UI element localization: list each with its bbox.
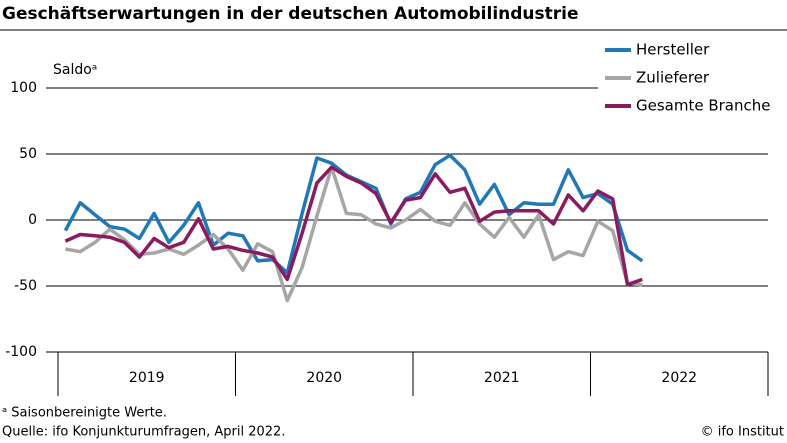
- y-tick-label: -100: [5, 344, 37, 360]
- credit: © ifo Institut: [701, 425, 784, 440]
- legend-label: Gesamte Branche: [636, 97, 771, 115]
- x-tick-label: 2020: [306, 370, 342, 386]
- source: Quelle: ifo Konjunkturumfragen, April 20…: [2, 425, 285, 440]
- legend-label: Zulieferer: [636, 69, 710, 87]
- x-tick-label: 2019: [129, 370, 165, 386]
- series-line: [65, 165, 643, 303]
- x-tick-label: 2022: [661, 370, 697, 386]
- y-axis-label: Saldoᵃ: [53, 62, 97, 78]
- y-tick-label: -50: [14, 278, 37, 294]
- series-line: [64, 165, 643, 287]
- y-tick-label: 0: [28, 212, 37, 228]
- footnote: ᵃ Saisonbereinigte Werte.: [2, 406, 167, 421]
- y-tick-label: 50: [19, 146, 37, 162]
- y-tick-label: 100: [10, 80, 37, 96]
- chart-title: Geschäftserwartungen in der deutschen Au…: [2, 4, 579, 24]
- legend-label: Hersteller: [636, 41, 710, 59]
- x-tick-label: 2021: [484, 370, 520, 386]
